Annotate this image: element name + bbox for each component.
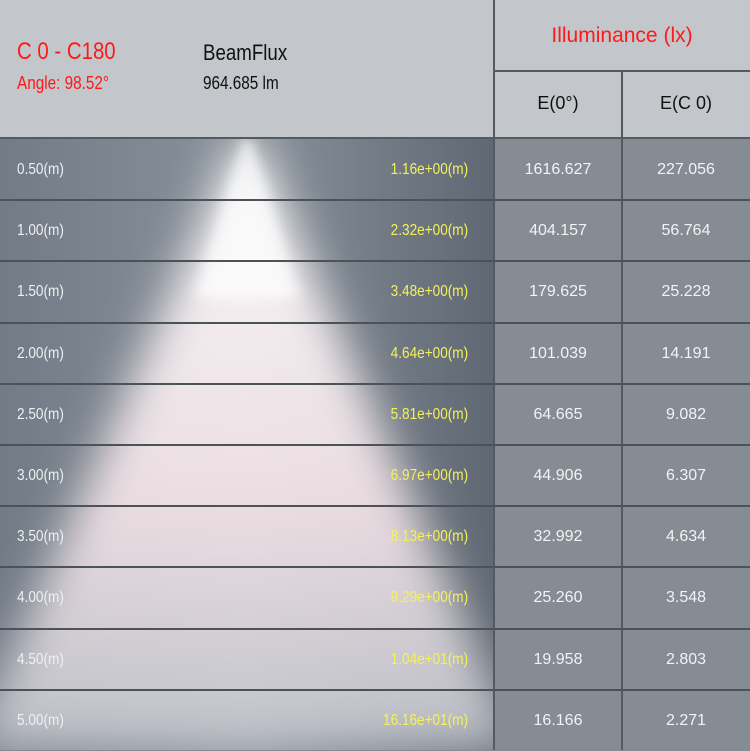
- row-divider: [0, 566, 750, 569]
- beam-diameter-cell: 16.16e+01(m): [382, 711, 468, 729]
- distance-cell: 2.00(m): [17, 344, 64, 362]
- e0-value-cell: 64.665: [533, 405, 583, 423]
- beam-diameter-cell: 1.16e+00(m): [390, 161, 468, 178]
- row-divider: [0, 505, 750, 508]
- row-divider: [0, 444, 750, 446]
- beam-core: [194, 138, 300, 298]
- distance-cell: 2.50(m): [17, 405, 64, 423]
- plane-label: C 0 - C180: [17, 38, 116, 65]
- ec0-value-cell: 2.271: [665, 711, 707, 729]
- table-row: 4.50(m) 1.04e+01(m) 19.958 2.803: [0, 629, 750, 690]
- row-divider: [0, 199, 750, 202]
- ec0-value-cell: 9.082: [665, 405, 707, 423]
- distance-cell: 1.00(m): [17, 222, 64, 240]
- table-row: 1.50(m) 3.48e+00(m) 179.625 25.228: [0, 261, 750, 322]
- beam-diameter-cell: 6.97e+00(m): [390, 467, 468, 484]
- e0-value-cell: 16.166: [533, 711, 583, 729]
- distance-cell: 4.50(m): [17, 650, 64, 668]
- ec0-value-cell: 56.764: [661, 222, 711, 240]
- column-header-ec0: E(C 0): [659, 93, 712, 113]
- distance-cell: 4.00(m): [17, 589, 64, 607]
- table-row: 0.50(m) 1.16e+00(m) 1616.627 227.056: [0, 139, 750, 200]
- distance-cell: 1.50(m): [17, 283, 64, 301]
- ec0-value-cell: 227.056: [657, 161, 715, 178]
- beam-diameter-cell: 4.64e+00(m): [390, 344, 468, 362]
- distance-cell: 5.00(m): [17, 711, 64, 729]
- distance-cell: 3.00(m): [17, 467, 64, 484]
- table-row: 2.50(m) 5.81e+00(m) 64.665 9.082: [0, 384, 750, 445]
- beam-diameter-cell: 2.32e+00(m): [390, 222, 468, 240]
- row-divider: [0, 260, 750, 263]
- e0-value-cell: 179.625: [529, 283, 587, 301]
- e0-value-cell: 1616.627: [524, 161, 592, 178]
- beamflux-label: BeamFlux: [203, 40, 288, 65]
- beam-diameter-cell: 1.04e+01(m): [390, 650, 468, 668]
- e0-value-cell: 404.157: [529, 222, 587, 240]
- row-divider: [0, 382, 750, 385]
- column-header-e0: E(0°): [537, 93, 579, 113]
- illuminance-title: Illuminance (lx): [551, 24, 693, 47]
- e0-value-cell: 19.958: [533, 650, 583, 668]
- ec0-value-cell: 25.228: [661, 283, 711, 301]
- beamflux-value: 964.685 lm: [203, 73, 279, 93]
- table-row: 4.00(m) 9.29e+00(m) 25.260 3.548: [0, 567, 750, 628]
- e0-value-cell: 44.906: [533, 467, 583, 484]
- distance-cell: 0.50(m): [17, 161, 64, 178]
- ec0-value-cell: 6.307: [665, 467, 707, 484]
- e0-value-cell: 25.260: [533, 589, 583, 607]
- beam-diameter-cell: 5.81e+00(m): [390, 405, 468, 423]
- ec0-value-cell: 4.634: [665, 528, 707, 546]
- row-divider: [0, 321, 750, 324]
- angle-label: Angle: 98.52°: [17, 73, 110, 93]
- ec0-value-cell: 2.803: [665, 650, 707, 668]
- divider: [0, 137, 750, 139]
- beam-diameter-cell: 8.13e+00(m): [390, 528, 468, 546]
- ec0-value-cell: 3.548: [665, 589, 707, 607]
- row-divider: [0, 688, 750, 691]
- divider: [621, 71, 623, 750]
- distance-cell: 3.50(m): [17, 528, 64, 546]
- row-divider: [0, 627, 750, 630]
- table-header: C 0 - C180 Angle: 98.52° BeamFlux 964.68…: [0, 0, 750, 138]
- beam-diameter-cell: 9.29e+00(m): [390, 589, 468, 607]
- table-row: 5.00(m) 16.16e+01(m) 16.166 2.271: [0, 690, 750, 751]
- divider: [493, 0, 495, 750]
- ec0-value-cell: 14.191: [661, 344, 711, 362]
- table-row: 3.50(m) 8.13e+00(m) 32.992 4.634: [0, 506, 750, 567]
- table-row: 1.00(m) 2.32e+00(m) 404.157 56.764: [0, 200, 750, 261]
- e0-value-cell: 32.992: [533, 528, 583, 546]
- table-row: 3.00(m) 6.97e+00(m) 44.906 6.307: [0, 445, 750, 506]
- beam-diameter-cell: 3.48e+00(m): [390, 283, 468, 301]
- e0-value-cell: 101.039: [529, 344, 587, 362]
- table-row: 2.00(m) 4.64e+00(m) 101.039 14.191: [0, 323, 750, 384]
